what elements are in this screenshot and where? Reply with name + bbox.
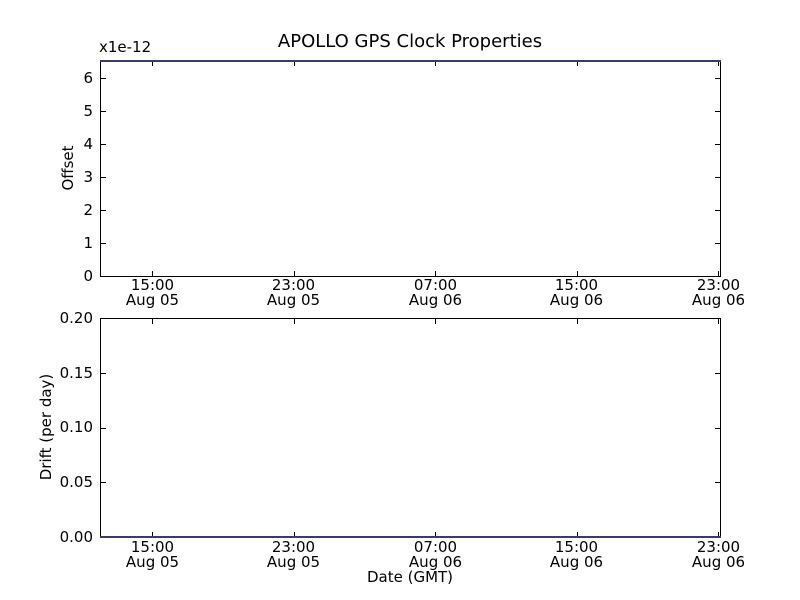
x-tick-label: 23:00 Aug 05 bbox=[248, 540, 339, 570]
x-tick-label: 07:00 Aug 06 bbox=[390, 540, 481, 570]
tick-mark bbox=[435, 61, 436, 66]
x-tick-date: Aug 05 bbox=[266, 291, 321, 309]
tick-mark bbox=[715, 372, 720, 374]
tick-mark bbox=[715, 111, 720, 112]
x-tick-time: 15:00 bbox=[554, 538, 599, 556]
tick-mark bbox=[152, 271, 153, 276]
x-tick-date: Aug 06 bbox=[691, 553, 746, 571]
tick-mark bbox=[293, 61, 295, 66]
x-tick-time: 23:00 bbox=[271, 276, 316, 294]
drift-data-line bbox=[100, 536, 721, 538]
x-tick-time: 23:00 bbox=[271, 538, 316, 556]
y-tick-label: 0.00 bbox=[59, 528, 93, 546]
tick-mark bbox=[101, 427, 106, 429]
x-tick-date: Aug 06 bbox=[408, 291, 463, 309]
tick-mark bbox=[101, 177, 106, 178]
y-tick-label: 2 bbox=[83, 201, 93, 219]
y-axis-scale-offset-text: x1e-12 bbox=[99, 38, 152, 56]
x-tick-label: 15:00 Aug 05 bbox=[107, 540, 198, 570]
x-tick-time: 23:00 bbox=[696, 538, 741, 556]
x-tick-date: Aug 05 bbox=[266, 553, 321, 571]
x-tick-date: Aug 06 bbox=[691, 291, 746, 309]
x-tick-label: 07:00 Aug 06 bbox=[390, 278, 481, 308]
tick-mark bbox=[715, 243, 720, 244]
tick-mark bbox=[101, 243, 106, 244]
offset-data-line bbox=[100, 60, 721, 62]
top-plot-area bbox=[100, 60, 721, 277]
tick-mark bbox=[152, 61, 153, 66]
y-tick-label: 0.05 bbox=[59, 473, 93, 491]
tick-mark bbox=[718, 271, 719, 276]
x-tick-label: 15:00 Aug 05 bbox=[107, 278, 198, 308]
tick-mark bbox=[718, 319, 719, 324]
x-tick-label: 23:00 Aug 06 bbox=[673, 540, 764, 570]
x-tick-label: 23:00 Aug 06 bbox=[673, 278, 764, 308]
y-tick-label: 0 bbox=[83, 267, 93, 285]
tick-mark bbox=[715, 177, 720, 178]
x-tick-date: Aug 06 bbox=[549, 291, 604, 309]
tick-mark bbox=[576, 319, 578, 324]
tick-mark bbox=[715, 482, 720, 484]
y-tick-label: 6 bbox=[83, 69, 93, 87]
tick-mark bbox=[435, 319, 436, 324]
x-tick-time: 07:00 bbox=[413, 276, 458, 294]
x-axis-label: Date (GMT) bbox=[366, 568, 454, 586]
x-tick-time: 23:00 bbox=[696, 276, 741, 294]
tick-mark bbox=[293, 271, 295, 276]
x-tick-time: 07:00 bbox=[413, 538, 458, 556]
x-tick-time: 15:00 bbox=[554, 276, 599, 294]
y-tick-label: 0.20 bbox=[59, 309, 93, 327]
y-tick-label: 5 bbox=[83, 102, 93, 120]
tick-mark bbox=[435, 271, 436, 276]
tick-mark bbox=[718, 61, 719, 66]
tick-mark bbox=[718, 532, 719, 537]
bottom-plot-area bbox=[100, 318, 721, 538]
tick-mark bbox=[101, 210, 106, 211]
tick-mark bbox=[101, 111, 106, 112]
y-tick-label: 0.15 bbox=[59, 364, 93, 382]
x-tick-date: Aug 06 bbox=[549, 553, 604, 571]
tick-mark bbox=[576, 532, 578, 537]
chart-title: APOLLO GPS Clock Properties bbox=[277, 31, 543, 52]
tick-mark bbox=[715, 210, 720, 211]
x-tick-date: Aug 05 bbox=[125, 291, 180, 309]
x-tick-date: Aug 05 bbox=[125, 553, 180, 571]
tick-mark bbox=[715, 427, 720, 429]
x-tick-label: 15:00 Aug 06 bbox=[531, 540, 622, 570]
tick-mark bbox=[293, 319, 295, 324]
x-tick-date: Aug 06 bbox=[408, 553, 463, 571]
y-tick-label: 3 bbox=[83, 168, 93, 186]
tick-mark bbox=[152, 532, 153, 537]
y-tick-label: 4 bbox=[83, 135, 93, 153]
x-tick-time: 15:00 bbox=[130, 538, 175, 556]
tick-mark bbox=[152, 319, 153, 324]
tick-mark bbox=[101, 482, 106, 484]
x-tick-time: 15:00 bbox=[130, 276, 175, 294]
tick-mark bbox=[101, 372, 106, 374]
tick-mark bbox=[715, 144, 720, 145]
tick-mark bbox=[435, 532, 436, 537]
tick-mark bbox=[293, 532, 295, 537]
tick-mark bbox=[576, 271, 578, 276]
y-tick-label: 1 bbox=[83, 234, 93, 252]
x-tick-label: 15:00 Aug 06 bbox=[531, 278, 622, 308]
x-tick-label: 23:00 Aug 05 bbox=[248, 278, 339, 308]
tick-mark bbox=[715, 78, 720, 79]
tick-mark bbox=[576, 61, 578, 66]
tick-mark bbox=[101, 144, 106, 145]
y-tick-label: 0.10 bbox=[59, 418, 93, 436]
tick-mark bbox=[101, 78, 106, 79]
